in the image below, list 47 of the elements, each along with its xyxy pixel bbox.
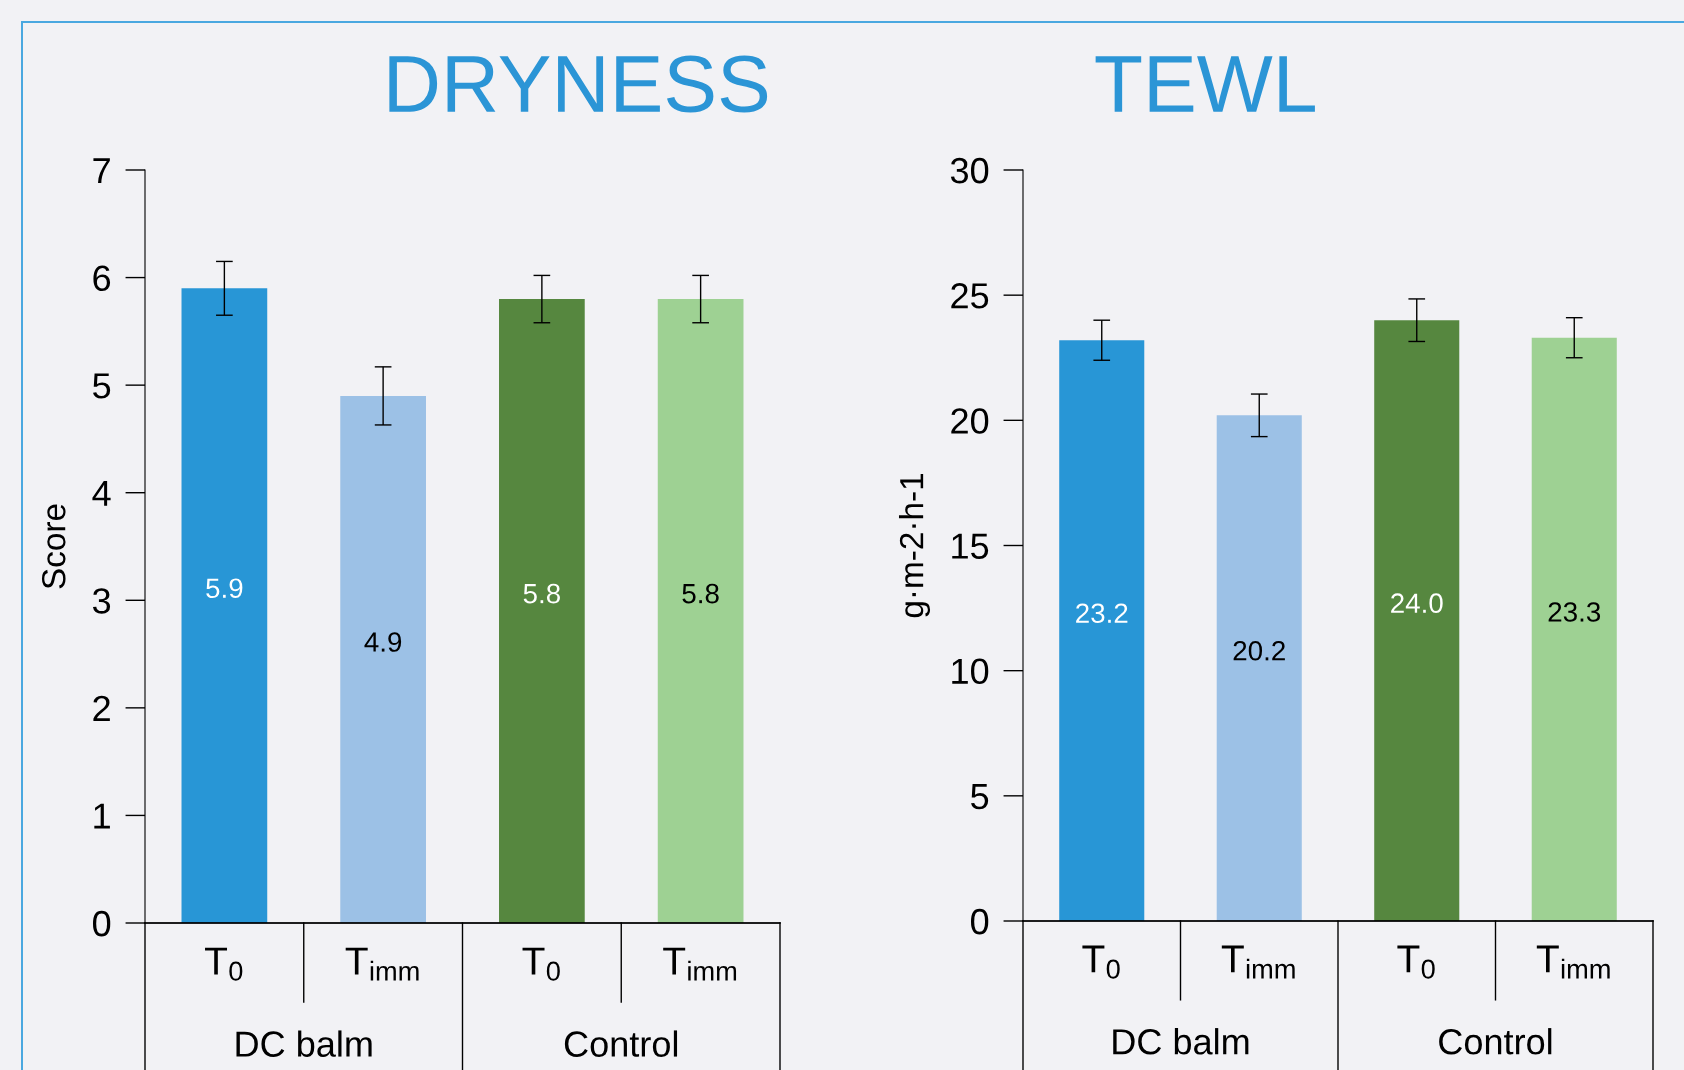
data-label: 4.9 [364,632,402,652]
y-tick-label: 2 [93,695,110,721]
data-label: 5.9 [206,578,243,599]
text: Control [1439,1028,1552,1055]
y-tick-label: 30 [950,157,989,184]
y-tick-label: 5 [93,373,111,399]
data-label: 23.2 [1076,603,1128,624]
y-tick-label: 25 [951,283,989,309]
bar [1216,415,1302,921]
bar [1374,320,1460,921]
data-label: 5.8 [682,583,719,604]
bar [657,299,744,923]
y-tick-label: 4 [92,480,111,506]
x-tick-label: T$_{imm}$ [1536,945,1610,979]
text: Control [564,1030,678,1057]
y-tick-label: 10 [952,658,989,685]
bar [181,288,268,923]
y-axis-title: Score [41,504,66,589]
y-axis-title: g·m-2·h-1 [898,473,931,618]
x-tick-label: T$_{imm}$ [663,947,737,981]
bar [499,299,585,923]
text: DC balm [1113,1028,1249,1055]
data-label: 5.8 [523,583,560,604]
y-tick-label: 0 [971,908,989,935]
chart-title: DRYNESS [389,55,768,113]
x-tick-label: T$_{0}$ [205,947,243,981]
y-tick-label: 0 [93,910,111,937]
y-tick-label: 15 [952,533,989,559]
bar [1531,337,1617,921]
x-tick-label: T$_{imm}$ [1221,945,1295,979]
x-tick-label: T$_{0}$ [1082,945,1120,979]
text: DC balm [236,1030,372,1057]
data-label: 23.3 [1548,602,1601,622]
y-tick-label: 6 [93,265,111,292]
bar [340,395,426,923]
y-tick-label: 3 [92,588,111,614]
y-tick-label: 1 [94,803,110,829]
x-tick-label: T$_{0}$ [522,947,560,981]
y-tick-label: 7 [93,158,110,184]
bar [1059,340,1145,921]
x-tick-label: T$_{0}$ [1397,945,1435,979]
x-tick-label: T$_{imm}$ [345,947,419,981]
y-tick-label: 5 [971,784,989,810]
data-label: 24.0 [1391,593,1443,614]
data-label: 20.2 [1233,640,1285,661]
y-tick-label: 20 [951,408,989,434]
chart-title: TEWL [1095,56,1315,112]
